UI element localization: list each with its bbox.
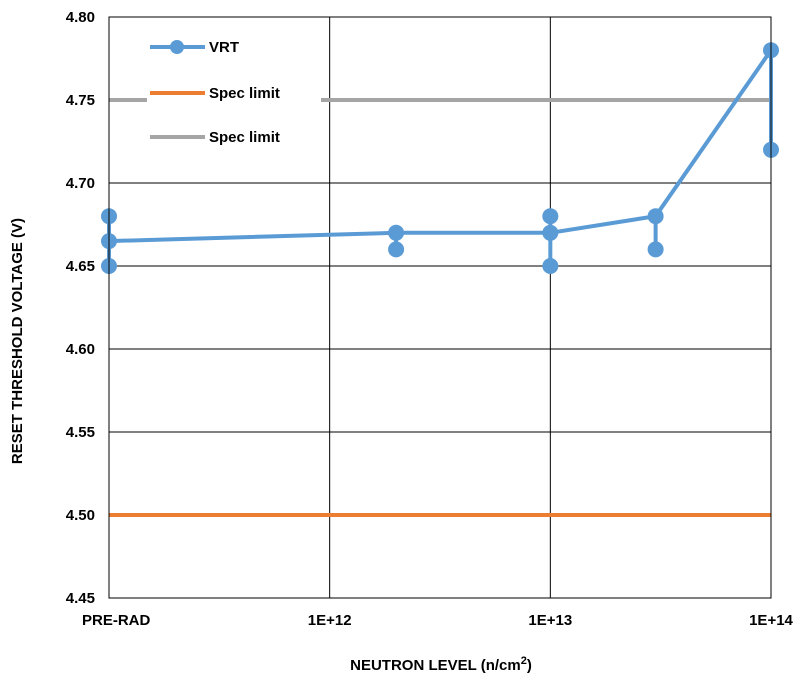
x-axis-title: NEUTRON LEVEL (n/cm2) [350, 655, 532, 674]
vrt-data-point [388, 241, 405, 258]
y-tick-label: 4.75 [66, 92, 95, 109]
plot-area-border [108, 16, 772, 599]
x-axis-title-main: NEUTRON LEVEL (n/cm [350, 657, 521, 674]
x-axis-tick-labels: PRE-RAD 1E+12 1E+13 1E+14 [82, 612, 794, 629]
legend-label: Spec limit [209, 129, 280, 146]
y-tick-label: 4.45 [66, 590, 95, 607]
x-axis-title-superscript: 2 [521, 655, 527, 667]
spec-limit-lines [109, 98, 771, 517]
vrt-data-point [542, 208, 559, 225]
x-tick-label: 1E+14 [749, 612, 793, 629]
legend: VRT Spec limit Spec limit [147, 28, 321, 156]
x-axis-title-suffix: ) [527, 657, 532, 674]
x-tick-label: 1E+12 [308, 612, 352, 629]
vrt-data-point [647, 241, 664, 258]
legend-marker [170, 40, 184, 54]
y-tick-label: 4.65 [66, 258, 95, 275]
vrt-data-point [647, 208, 664, 225]
y-axis-tick-labels: 4.45 4.50 4.55 4.60 4.65 4.70 4.75 4.80 [66, 9, 95, 607]
legend-label: Spec limit [209, 85, 280, 102]
x-tick-label: 1E+13 [528, 612, 572, 629]
y-axis-title: RESET THRESHOLD VOLTAGE (V) [9, 218, 26, 464]
vrt-data-point [542, 224, 559, 241]
y-tick-label: 4.50 [66, 507, 95, 524]
y-tick-label: 4.80 [66, 9, 95, 26]
y-tick-label: 4.70 [66, 175, 95, 192]
vrt-data-point [388, 224, 405, 241]
y-tick-label: 4.55 [66, 424, 95, 441]
y-tick-label: 4.60 [66, 341, 95, 358]
x-tick-label: PRE-RAD [82, 612, 151, 629]
vrt-data-point [542, 258, 559, 274]
legend-label: VRT [209, 39, 239, 56]
